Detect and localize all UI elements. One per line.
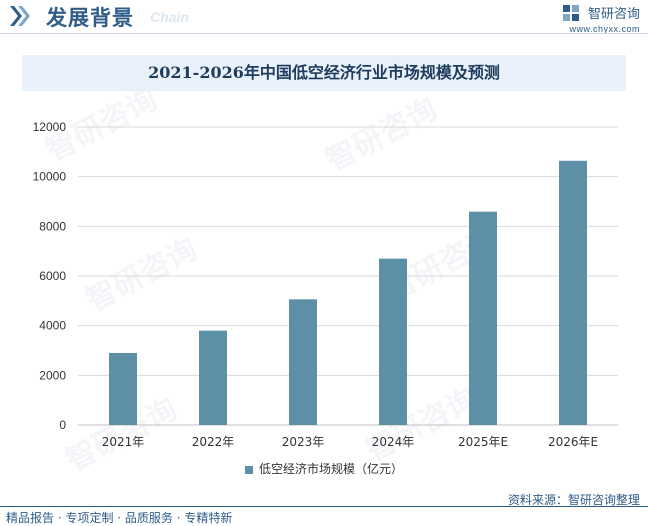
- bar: [559, 160, 587, 426]
- x-tick-label: 2023年: [282, 435, 325, 449]
- bar-chart: 0 2000 4000 6000 8000 10000 12000 2021年 2022年 202…: [33, 120, 618, 449]
- bar: [469, 211, 497, 425]
- brand: 智研咨询: [562, 3, 640, 23]
- brand-name: 智研咨询: [587, 7, 640, 22]
- footer-divider: [0, 506, 648, 507]
- x-tick-label: 2026年E: [548, 435, 598, 449]
- y-tick-label: 4000: [39, 319, 66, 333]
- y-tick-label: 10000: [33, 170, 67, 184]
- y-tick-label: 12000: [33, 120, 67, 134]
- x-tick-label: 2022年: [192, 435, 235, 449]
- source-note: 资料来源：智研咨询整理: [507, 493, 640, 507]
- y-tick-label: 0: [59, 418, 66, 432]
- double-chevron-icon: [10, 6, 30, 26]
- legend-swatch: [244, 465, 253, 474]
- bar: [199, 330, 227, 425]
- y-tick-label: 6000: [39, 269, 66, 283]
- x-tick-label: 2024年: [372, 435, 415, 449]
- x-tick-label: 2025年E: [458, 435, 508, 449]
- bar: [109, 352, 137, 425]
- x-tick-label: 2021年: [102, 435, 145, 449]
- header-bar: 发展背景 Chain 智研咨询 www.chyxx.com: [0, 0, 648, 34]
- chart-title-box: 2021-2026年中国低空经济行业市场规模及预测: [22, 55, 626, 91]
- legend: 低空经济市场规模（亿元）: [0, 460, 648, 477]
- bar: [289, 299, 317, 425]
- section-title: 发展背景: [46, 6, 134, 30]
- footer-tagline: 精品报告 · 专项定制 · 品质服务 · 专精特新: [6, 511, 233, 525]
- brand-logo-icon: [562, 5, 579, 21]
- legend-label: 低空经济市场规模（亿元）: [258, 462, 403, 476]
- chart-title: 2021-2026年中国低空经济行业市场规模及预测: [148, 63, 500, 82]
- y-tick-label: 8000: [39, 219, 66, 233]
- bar: [379, 258, 407, 425]
- brand-url: www.chyxx.com: [569, 24, 640, 34]
- section-subtitle: Chain: [150, 9, 189, 25]
- y-tick-label: 2000: [39, 368, 66, 382]
- header-divider: [0, 33, 648, 34]
